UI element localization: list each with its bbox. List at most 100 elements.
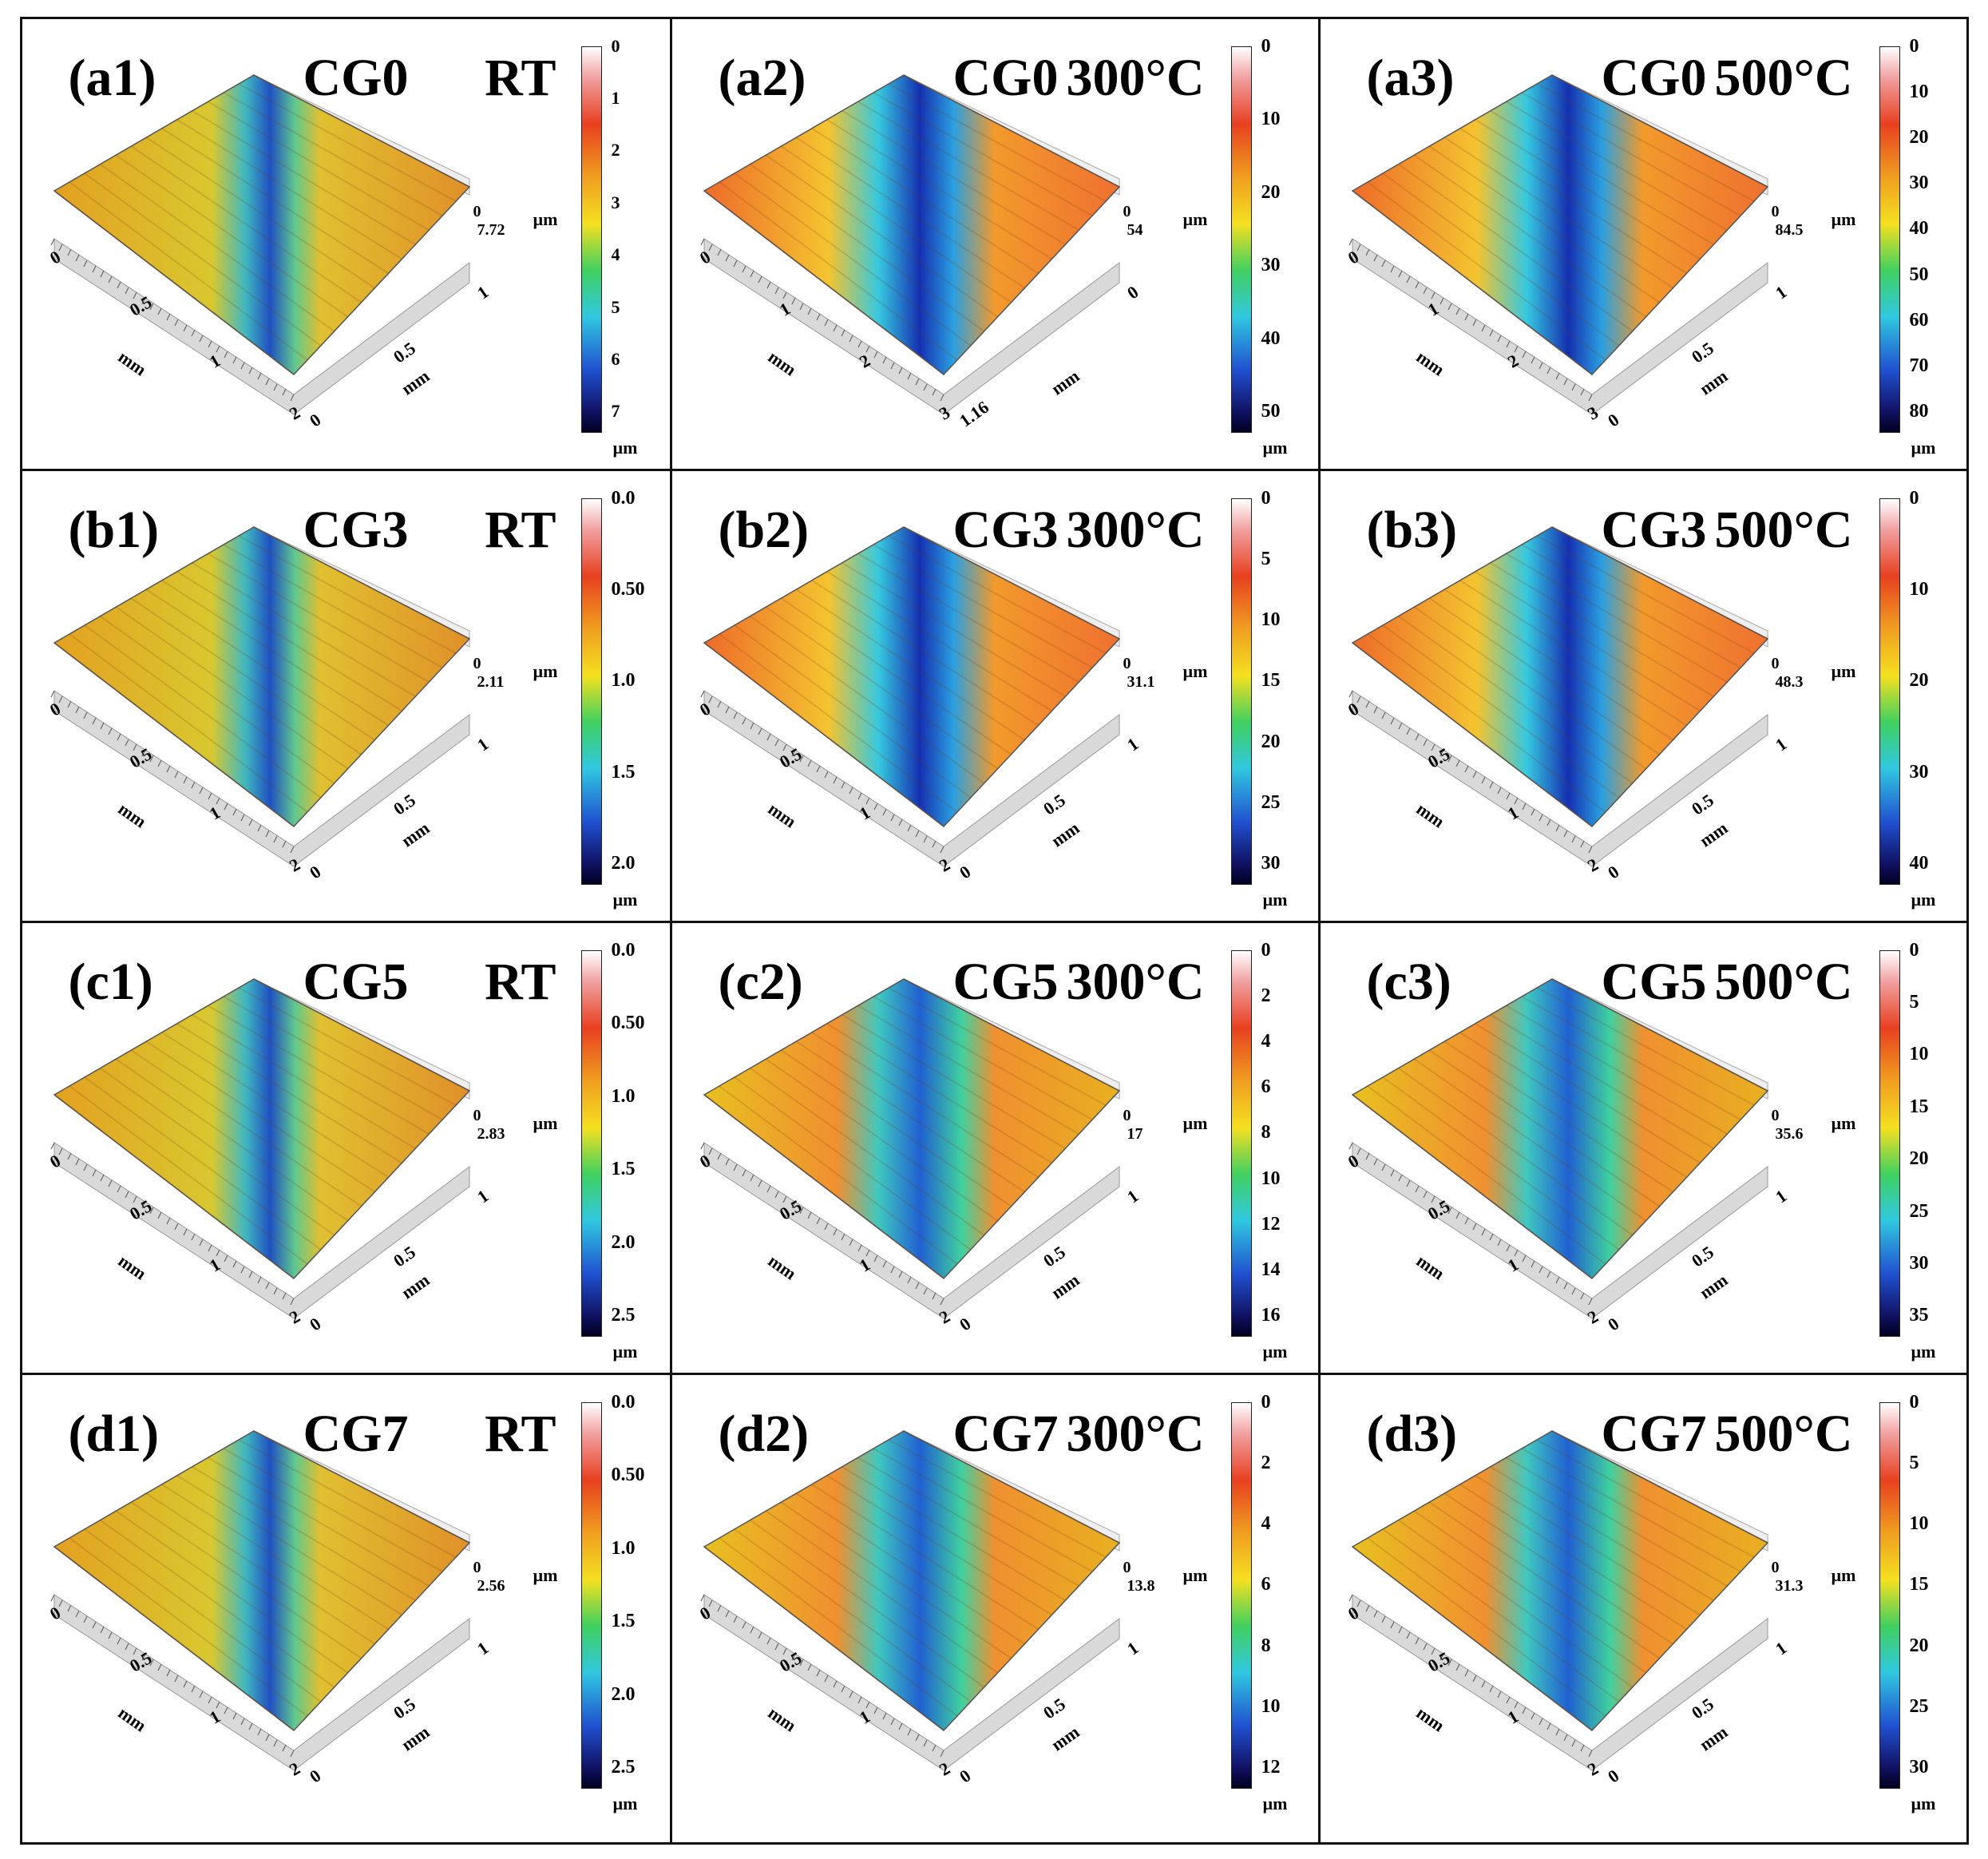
colorbar-tick-label: 20 [1909,126,1929,148]
colorbar-tick-label: 50 [1261,401,1281,422]
colorbar-unit: µm [1262,1793,1288,1813]
z-axis-unit: µm [1182,660,1208,681]
colorbar [1230,1401,1252,1789]
colorbar-ticks: 0 5 10 15 20 25 30 [1261,489,1314,883]
colorbar-tick-label: 10 [1909,1044,1929,1065]
z-axis-zero: 0 [1771,1106,1780,1124]
colorbar-tick-label: 1.5 [611,761,636,783]
colorbar-unit: µm [1911,437,1936,458]
colorbar-ticks: 0 2 4 6 8 10 12 14 16 [1261,941,1314,1335]
colorbar-tick-label: 1 [611,87,620,108]
surface-plot [22,1375,565,1827]
z-axis-zero: 0 [1123,1106,1131,1124]
z-axis-zero: 0 [1771,1558,1780,1576]
colorbar-tick-label: 3 [611,192,620,212]
colorbar-tick-label: 2.0 [611,853,636,874]
colorbar-unit: µm [1262,1341,1288,1362]
colorbar-tick-label: 12 [1261,1757,1281,1778]
colorbar-tick-label: 0 [1909,487,1919,509]
colorbar-tick-label: 10 [1261,1167,1281,1189]
z-axis-max: 17 [1127,1124,1143,1143]
colorbar [1230,949,1252,1337]
surface-3d-image [1348,73,1768,415]
colorbar-tick-label: 0 [1909,35,1919,57]
colorbar-tick-label: 1.0 [611,1085,636,1107]
colorbar-unit: µm [612,889,638,910]
colorbar-tick-label: 40 [1909,218,1929,240]
z-axis-zero: 0 [1123,202,1131,220]
panel-a2: (a2) CG0 300°C 0 54 µm 0 1 2 3 mm 1.16 0 mm 0 10 20 30 40 5… [669,16,1321,471]
panel-b2: (b2) CG3 300°C 0 31.1 µm 0 0.5 1 2 mm 0 0.5 1 mm 0 5 10 15… [669,468,1321,923]
sample-name: CG3 [1601,500,1707,559]
z-axis-unit: µm [533,660,558,681]
surface-3d-image [1348,977,1768,1319]
colorbar-tick-label: 10 [1909,578,1929,600]
surface-plot [672,471,1215,921]
colorbar [1230,497,1252,885]
colorbar-ticks: 0 10 20 30 40 50 [1261,37,1314,431]
colorbar-tick-label: 12 [1261,1213,1281,1235]
test-condition: 500°C [1714,500,1853,559]
z-axis-max: 31.1 [1127,672,1155,691]
colorbar-tick-label: 10 [1909,1513,1929,1535]
z-axis-unit: µm [533,208,558,229]
colorbar-tick-label: 20 [1261,181,1281,203]
z-axis-zero: 0 [1123,654,1131,672]
z-axis-max: 7.72 [477,220,505,239]
colorbar-tick-label: 30 [1909,1757,1929,1778]
test-condition: 500°C [1714,48,1853,107]
colorbar-unit: µm [612,1341,638,1362]
z-axis-max: 13.8 [1127,1576,1155,1595]
surface-plot [22,923,565,1373]
colorbar-tick-label: 30 [1909,1252,1929,1274]
colorbar-tick-label: 2.0 [611,1231,636,1253]
surface-3d-image [1348,525,1768,867]
colorbar-tick-label: 1.0 [611,670,636,692]
colorbar-unit: µm [1911,1793,1936,1813]
sample-name: CG5 [1601,952,1707,1011]
colorbar-tick-label: 10 [1261,109,1281,130]
z-axis-max: 84.5 [1775,220,1804,239]
colorbar-tick-label: 0 [1261,35,1271,57]
colorbar [1879,497,1900,885]
colorbar-tick-label: 25 [1909,1696,1929,1718]
colorbar-tick-label: 4 [1261,1030,1271,1052]
colorbar-tick-label: 70 [1909,355,1929,377]
colorbar-tick-label: 5 [1261,548,1271,569]
colorbar-tick-label: 0.0 [611,487,636,509]
colorbar-ticks: 0.0 0.50 1.0 1.5 2.0 [611,489,664,883]
colorbar-tick-label: 10 [1261,609,1281,631]
panel-label: (c1) [68,952,153,1011]
z-axis-max: 35.6 [1775,1124,1804,1143]
z-axis-unit: µm [1831,660,1856,681]
colorbar-tick-label: 60 [1909,309,1929,331]
z-axis-unit: µm [1182,1112,1208,1133]
test-condition: RT [485,500,556,559]
panel-label: (b2) [718,500,810,559]
sample-name: CG0 [952,48,1059,107]
sample-name: CG7 [303,1404,409,1463]
colorbar-tick-label: 0.50 [611,578,645,600]
test-condition: RT [485,952,556,1011]
colorbar-tick-label: 6 [1261,1574,1271,1595]
colorbar [580,497,602,885]
z-axis-zero: 0 [473,1558,481,1576]
surface-plot [672,19,1215,469]
colorbar-ticks: 0.0 0.50 1.0 1.5 2.0 2.5 [612,1393,664,1787]
panel-c1: (c1) CG5 RT 0 2.83 µm 0 0.5 1 2 mm 0 0.5 1 mm 0.0 0.50 1.… [19,920,672,1375]
panel-d1: (d1) CG7 RT 0 2.56 µm 0 0.5 1 2 mm 0 0.5 1 mm 0.0 0.50 1.… [19,1372,672,1845]
colorbar [1879,46,1900,433]
panel-a3: (a3) CG0 500°C 0 84.5 µm 0 1 2 3 mm 0 0.5 1 mm 0 10 20 30 4… [1317,16,1969,471]
surface-3d-image [699,1429,1120,1771]
panel-label: (b1) [68,500,160,559]
colorbar-tick-label: 5 [1909,1452,1919,1473]
colorbar-ticks: 0 1 2 3 4 5 6 7 [611,37,664,431]
test-condition: 300°C [1066,48,1205,107]
sample-name: CG7 [952,1404,1059,1463]
colorbar-tick-label: 40 [1909,853,1929,874]
colorbar-tick-label: 0 [1909,939,1919,961]
colorbar-ticks: 0 10 20 30 40 50 60 70 80 [1909,37,1962,431]
surface-plot [672,923,1215,1373]
colorbar-tick-label: 15 [1261,670,1281,692]
colorbar-tick-label: 5 [611,296,620,317]
